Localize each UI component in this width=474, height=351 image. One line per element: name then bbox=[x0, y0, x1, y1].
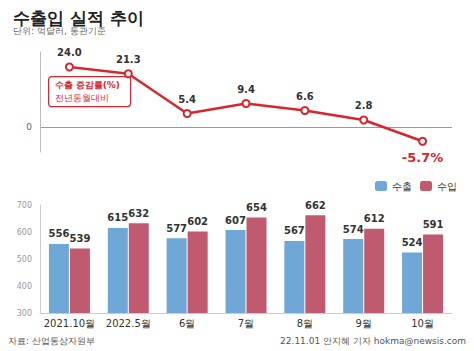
svg-text:574: 574 bbox=[343, 224, 364, 235]
svg-text:577: 577 bbox=[166, 223, 187, 234]
svg-text:24.0: 24.0 bbox=[57, 47, 82, 58]
svg-text:607: 607 bbox=[225, 215, 246, 226]
svg-text:600: 600 bbox=[17, 228, 32, 237]
svg-text:632: 632 bbox=[128, 208, 149, 219]
svg-text:300: 300 bbox=[17, 309, 32, 318]
svg-text:539: 539 bbox=[69, 233, 90, 244]
svg-text:567: 567 bbox=[284, 225, 305, 236]
svg-text:21.3: 21.3 bbox=[116, 54, 141, 65]
svg-text:602: 602 bbox=[187, 216, 208, 227]
svg-text:524: 524 bbox=[402, 237, 423, 248]
svg-text:500: 500 bbox=[17, 255, 32, 264]
svg-text:6월: 6월 bbox=[179, 318, 195, 329]
svg-text:단위: 억달러, 통관기준: 단위: 억달러, 통관기준 bbox=[13, 26, 106, 36]
svg-text:654: 654 bbox=[246, 202, 267, 213]
svg-text:700: 700 bbox=[17, 201, 32, 210]
svg-text:자료: 산업통상자원부: 자료: 산업통상자원부 bbox=[8, 336, 95, 346]
svg-text:수출 증감률(%): 수출 증감률(%) bbox=[55, 80, 120, 90]
svg-text:615: 615 bbox=[107, 212, 128, 223]
svg-text:10월: 10월 bbox=[411, 318, 434, 329]
svg-text:0: 0 bbox=[26, 122, 32, 132]
svg-text:591: 591 bbox=[423, 219, 444, 230]
svg-text:9.4: 9.4 bbox=[237, 84, 255, 95]
svg-text:수출입 실적 추이: 수출입 실적 추이 bbox=[13, 8, 144, 28]
svg-text:400: 400 bbox=[17, 282, 32, 291]
svg-text:2.8: 2.8 bbox=[355, 100, 373, 111]
svg-text:수입: 수입 bbox=[437, 181, 457, 192]
svg-text:8월: 8월 bbox=[297, 318, 313, 329]
svg-text:2022.5월: 2022.5월 bbox=[106, 318, 151, 329]
svg-text:5.4: 5.4 bbox=[178, 94, 196, 105]
svg-text:556: 556 bbox=[48, 228, 69, 239]
svg-text:수출: 수출 bbox=[392, 181, 412, 192]
svg-text:-5.7%: -5.7% bbox=[402, 150, 443, 165]
svg-text:6.6: 6.6 bbox=[296, 91, 314, 102]
svg-text:7월: 7월 bbox=[238, 318, 254, 329]
svg-text:22.11.01 안지혜 기자 hokma@newsis.c: 22.11.01 안지혜 기자 hokma@newsis.com bbox=[280, 336, 466, 346]
svg-text:662: 662 bbox=[305, 200, 326, 211]
svg-text:2021.10월: 2021.10월 bbox=[44, 318, 95, 329]
svg-text:612: 612 bbox=[364, 213, 385, 224]
svg-text:전년동월대비: 전년동월대비 bbox=[55, 93, 109, 103]
svg-text:9월: 9월 bbox=[356, 318, 372, 329]
